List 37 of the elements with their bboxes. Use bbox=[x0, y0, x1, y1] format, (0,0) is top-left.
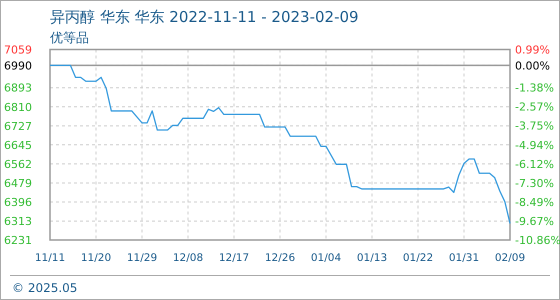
x-tick-label: 11/11 bbox=[34, 252, 66, 264]
y2-tick-label: -1.38% bbox=[515, 82, 554, 95]
x-tick-label: 01/04 bbox=[310, 252, 342, 264]
y2-tick-label: -2.57% bbox=[515, 100, 554, 114]
y2-tick-label: 0.00% bbox=[515, 59, 550, 72]
y2-tick-label: -9.67% bbox=[515, 214, 554, 228]
chart-title: 异丙醇 华东 华东 2022-11-11 - 2023-02-09 bbox=[50, 8, 359, 26]
line-series bbox=[49, 64, 511, 224]
y-tick-label: 6479 bbox=[4, 176, 32, 190]
text: © 2025.05 bbox=[12, 281, 78, 295]
y-tick-label: 6562 bbox=[4, 158, 32, 171]
y-tick-label: 6727 bbox=[4, 120, 32, 133]
x-tick-label: 01/31 bbox=[448, 252, 480, 264]
y-tick-label: 6990 bbox=[4, 59, 32, 72]
y-tick-label: 6313 bbox=[4, 215, 32, 228]
y-tick-label: 7059 bbox=[4, 44, 32, 56]
x-tick-label: 11/20 bbox=[80, 252, 112, 264]
y2-tick-label: -3.75% bbox=[515, 120, 554, 133]
x-tick-label: 01/13 bbox=[356, 252, 388, 264]
chart-subtitle: 优等品 bbox=[50, 31, 89, 46]
x-tick-label: 12/08 bbox=[172, 252, 204, 264]
x-tick-label: 12/17 bbox=[218, 252, 250, 264]
y-tick-label: 6396 bbox=[4, 196, 32, 210]
y2-tick-label: 0.99% bbox=[515, 44, 550, 56]
y2-tick-label: -6.12% bbox=[515, 158, 554, 171]
x-tick-label: 01/22 bbox=[402, 252, 434, 264]
x-tick-label: 02/09 bbox=[494, 252, 526, 264]
y2-tick-label: -10.86% bbox=[515, 234, 560, 247]
y2-tick-label: -8.49% bbox=[515, 196, 554, 209]
x-tick-label: 11/29 bbox=[126, 252, 158, 264]
y-tick-label: 6810 bbox=[4, 100, 32, 114]
y2-tick-label: -7.30% bbox=[515, 176, 554, 190]
y-tick-label: 6893 bbox=[4, 82, 32, 95]
y-tick-label: 6645 bbox=[4, 138, 32, 152]
y-tick-label: 6231 bbox=[4, 234, 32, 247]
x-tick-label: 12/26 bbox=[264, 252, 296, 264]
y2-tick-label: -4.94% bbox=[515, 138, 554, 152]
